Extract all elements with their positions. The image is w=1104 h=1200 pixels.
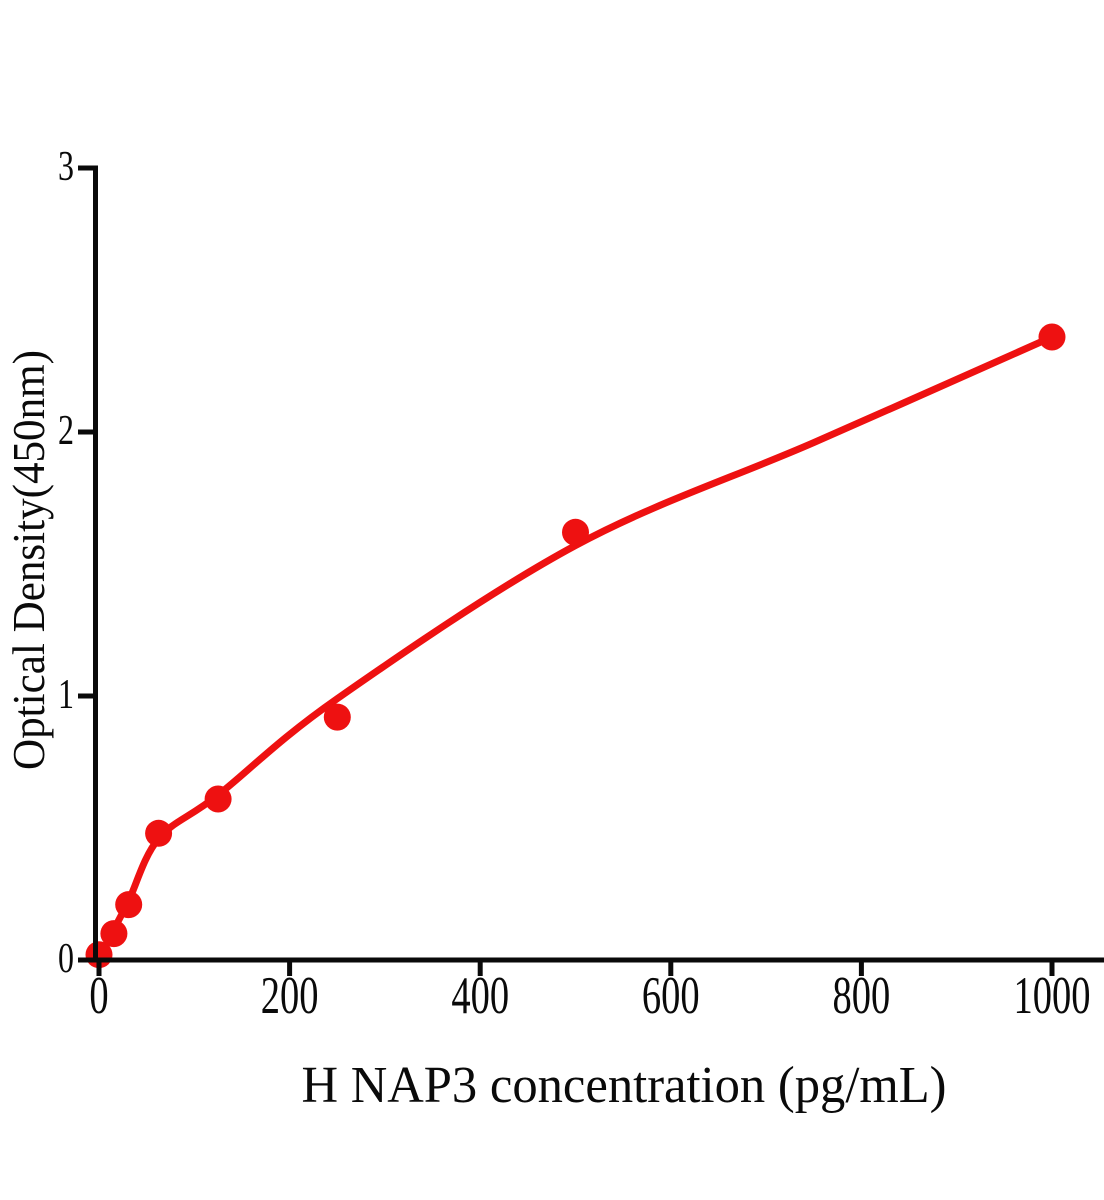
- axis-layer: 0 1 2 3 0 200 400 600 800 1000: [58, 144, 1104, 1025]
- series-layer: [85, 323, 1066, 969]
- data-point: [323, 703, 351, 731]
- data-point: [562, 518, 589, 546]
- y-axis-title: Optical Density(450nm): [3, 350, 54, 770]
- data-point: [100, 920, 128, 948]
- x-tick-label: 200: [261, 967, 319, 1025]
- data-point: [204, 785, 232, 813]
- y-tick-label: 3: [58, 144, 74, 190]
- x-axis-title: H NAP3 concentration (pg/mL): [302, 1057, 947, 1114]
- x-tick-label: 800: [833, 967, 891, 1025]
- x-tick-label: 600: [642, 967, 700, 1025]
- x-tick-label: 0: [89, 967, 108, 1025]
- y-tick-label: 0: [58, 936, 74, 982]
- data-point: [1038, 323, 1066, 351]
- fit-curve: [95, 333, 1056, 964]
- data-point: [145, 819, 173, 847]
- x-tick-label: 400: [451, 967, 509, 1025]
- data-point: [115, 891, 143, 919]
- x-tick-label: 1000: [1014, 967, 1091, 1025]
- y-tick-label: 1: [58, 672, 74, 718]
- y-tick-label: 2: [58, 408, 74, 454]
